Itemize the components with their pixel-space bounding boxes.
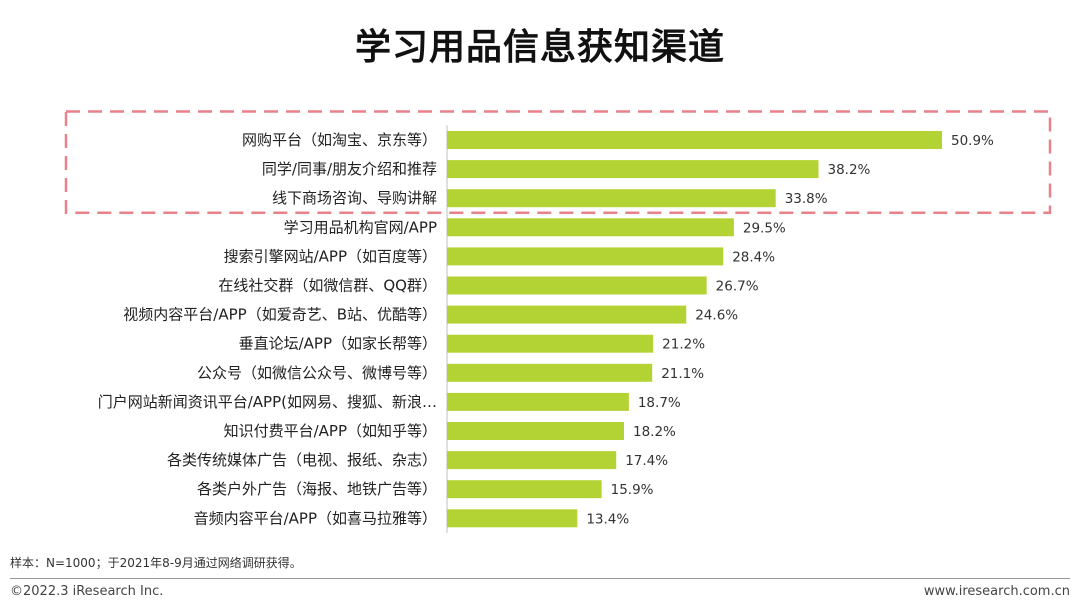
copyright-text: ©2022.3 iResearch Inc.	[10, 584, 164, 599]
category-label-13: 音频内容平台/APP（如喜马拉雅等）	[194, 509, 437, 527]
category-label-3: 学习用品机构官网/APP	[284, 218, 437, 236]
bar-9	[447, 392, 629, 411]
bar-6	[447, 305, 687, 324]
bar-7	[447, 334, 654, 353]
category-label-12: 各类户外广告（海报、地铁广告等）	[197, 480, 437, 498]
value-label-8: 21.1%	[661, 366, 704, 382]
bar-8	[447, 363, 653, 382]
sample-note: 样本：N=1000；于2021年8-9月通过网络调研获得。	[10, 556, 302, 570]
value-label-1: 38.2%	[827, 162, 870, 178]
category-label-7: 垂直论坛/APP（如家长帮等）	[239, 335, 437, 353]
value-label-9: 18.7%	[638, 395, 681, 411]
bar-11	[447, 451, 617, 470]
highlight-box	[64, 110, 1052, 214]
category-label-9: 门户网站新闻资讯平台/APP(如网易、搜狐、新浪…	[98, 393, 437, 411]
bar-10	[447, 422, 624, 440]
footer-divider	[10, 578, 1070, 579]
category-label-8: 公众号（如微信公众号、微博号等）	[197, 364, 437, 382]
category-label-1: 同学/同事/朋友介绍和推荐	[262, 160, 437, 178]
bar-12	[447, 480, 602, 499]
value-label-7: 21.2%	[662, 337, 705, 353]
value-label-0: 50.9%	[951, 133, 994, 149]
category-label-2: 线下商场咨询、导购讲解	[272, 189, 437, 207]
bar-1	[447, 160, 819, 179]
website-link[interactable]: www.iresearch.com.cn	[923, 584, 1070, 599]
bar-5	[447, 276, 707, 295]
bar-4	[447, 247, 724, 266]
value-label-2: 33.8%	[785, 191, 828, 207]
chart-title: 学习用品信息获知渠道	[354, 27, 725, 68]
category-label-10: 知识付费平台/APP（如知乎等）	[224, 422, 437, 440]
bar-chart: 网购平台（如淘宝、京东等） 50.9% 同学/同事/朋友介绍和推荐 38.2% 线下商场…	[64, 110, 1052, 533]
value-label-6: 24.6%	[695, 308, 738, 324]
category-label-4: 搜索引擎网站/APP（如百度等）	[224, 247, 437, 265]
value-label-5: 26.7%	[716, 279, 759, 295]
bar-3	[447, 218, 734, 237]
bar-0	[447, 131, 942, 149]
value-label-3: 29.5%	[743, 220, 786, 236]
category-label-5: 在线社交群（如微信群、QQ群）	[218, 277, 437, 295]
category-label-6: 视频内容平台/APP（如爱奇艺、B站、优酷等）	[123, 306, 437, 324]
value-label-4: 28.4%	[732, 249, 775, 265]
category-label-0: 网购平台（如淘宝、京东等）	[242, 131, 437, 149]
category-label-11: 各类传统媒体广告（电视、报纸、杂志）	[167, 451, 437, 469]
bar-13	[447, 509, 578, 528]
value-label-11: 17.4%	[625, 453, 668, 469]
value-label-13: 13.4%	[586, 511, 629, 527]
value-label-12: 15.9%	[611, 482, 654, 498]
value-label-10: 18.2%	[633, 424, 676, 440]
bar-2	[447, 189, 776, 208]
